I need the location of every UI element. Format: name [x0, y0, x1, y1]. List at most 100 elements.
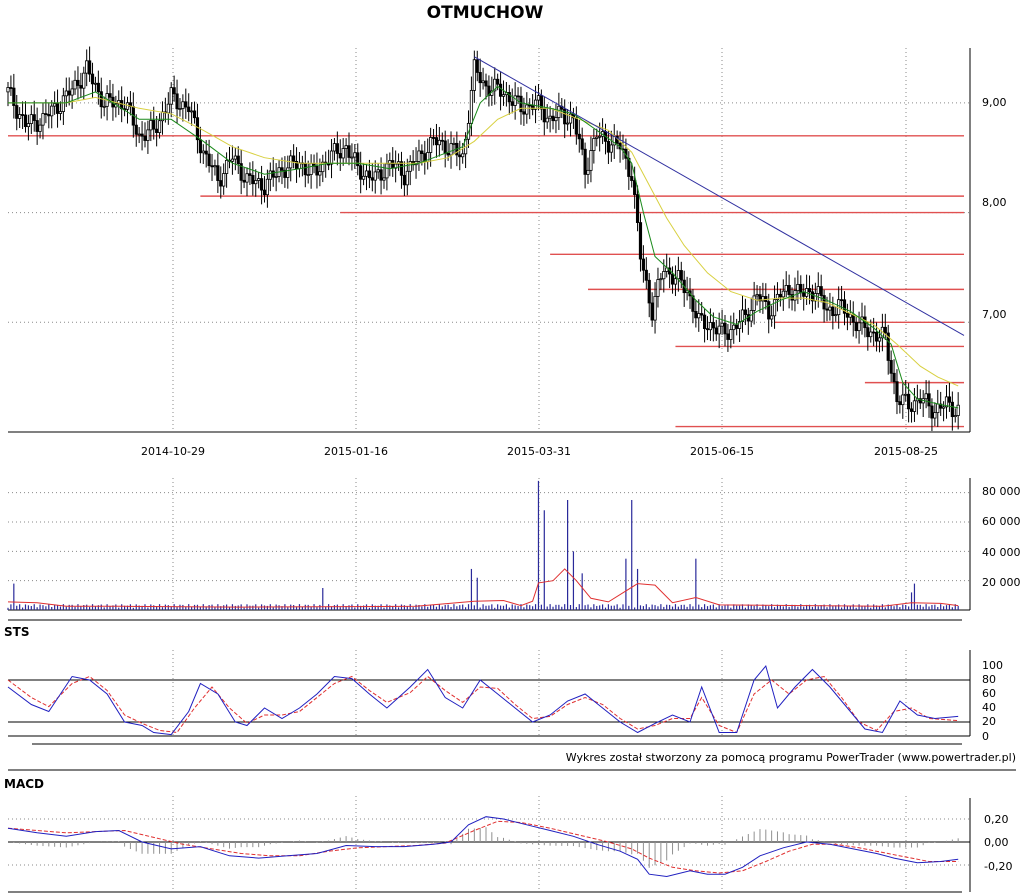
candle-body — [41, 113, 45, 126]
candle-body — [359, 165, 363, 180]
candle-body — [895, 381, 899, 403]
candle-body — [673, 278, 678, 285]
candle-body — [55, 103, 60, 114]
candle-body — [146, 129, 150, 141]
candle-body — [219, 180, 223, 187]
candle-body — [807, 288, 812, 293]
candle-body — [102, 105, 106, 108]
candle-body — [944, 396, 949, 408]
candle-body — [367, 170, 372, 179]
candle-body — [79, 85, 83, 89]
candle-body — [735, 324, 739, 329]
candle-body — [813, 293, 817, 302]
candle-body — [857, 322, 861, 332]
candle-body — [376, 169, 380, 173]
candle-body — [659, 278, 663, 281]
y-tick-9: 9,00 — [982, 96, 1007, 109]
candle-body — [408, 161, 412, 172]
macd-panel: MACD 0,20 0,00 -0,20 — [4, 777, 1012, 893]
sts-tick-80: 80 — [982, 673, 996, 686]
candle-body — [772, 299, 777, 317]
candle-body — [510, 101, 514, 106]
candle-body — [513, 95, 517, 106]
candle-body — [6, 87, 10, 93]
candle-body — [758, 294, 762, 302]
candle-body — [233, 155, 237, 160]
candle-body — [399, 161, 404, 176]
candle-body — [18, 114, 22, 119]
candle-body — [708, 322, 713, 331]
macd-tick-pos: 0,20 — [984, 813, 1009, 826]
candle-body — [321, 161, 325, 173]
candle-body — [137, 133, 141, 136]
candle-body — [726, 333, 730, 340]
candle-body — [350, 156, 354, 159]
candle-body — [912, 400, 917, 412]
candle-body — [274, 175, 278, 178]
candle-body — [394, 163, 398, 169]
candle-body — [175, 93, 179, 110]
candle-body — [918, 398, 922, 404]
candle-body — [251, 175, 255, 185]
candle-body — [781, 290, 785, 298]
candle-body — [700, 313, 704, 316]
candle-body — [676, 270, 680, 280]
candle-body — [778, 293, 782, 298]
candle-body — [679, 270, 683, 281]
candle-body — [437, 139, 441, 146]
candle-body — [248, 173, 252, 176]
candle-body — [825, 308, 829, 311]
candle-body — [633, 180, 637, 195]
candle-body — [691, 295, 695, 312]
candle-body — [195, 117, 200, 141]
candle-body — [936, 403, 940, 414]
candle-body — [370, 177, 374, 181]
candle-body — [662, 271, 666, 280]
macd-tick-neg: -0,20 — [984, 860, 1012, 873]
candle-body — [318, 171, 322, 176]
candle-body — [265, 178, 270, 196]
candle-body — [568, 113, 573, 124]
sts-panel: STS 100 80 60 40 20 0 Wykres został stwo… — [4, 625, 1016, 771]
candle-body — [872, 331, 876, 334]
candle-body — [647, 279, 651, 304]
candle-body — [239, 163, 243, 181]
candle-body — [128, 102, 133, 108]
moving-average-fast — [8, 85, 959, 409]
candle-body — [904, 393, 908, 396]
candle-body — [461, 153, 465, 158]
candle-body — [361, 175, 366, 180]
candle-body — [347, 145, 351, 158]
candle-body — [501, 94, 506, 97]
candle-body — [831, 306, 835, 317]
candle-body — [947, 396, 952, 403]
candle-body — [551, 115, 555, 122]
candle-body — [956, 404, 960, 416]
candle-body — [472, 59, 476, 91]
candle-body — [525, 104, 529, 115]
candle-body — [23, 114, 28, 128]
candle-body — [32, 114, 36, 121]
candle-body — [388, 160, 392, 165]
candle-body — [70, 88, 74, 96]
candle-body — [53, 103, 57, 107]
candle-body — [15, 105, 19, 119]
candle-body — [446, 152, 450, 156]
candle-body — [335, 143, 339, 154]
candle-body — [224, 159, 229, 174]
candle-body — [790, 294, 794, 301]
candle-body — [271, 170, 275, 178]
candle-body — [452, 142, 456, 145]
candle-body — [245, 173, 249, 183]
candle-body — [828, 306, 832, 311]
candle-body — [507, 92, 511, 103]
candle-body — [431, 137, 436, 139]
vol-tick-80000: 80 000 — [982, 485, 1021, 498]
candle-body — [230, 158, 235, 162]
candle-body — [242, 179, 246, 183]
candle-body — [262, 189, 267, 196]
sts-d-line — [7, 675, 959, 734]
candle-body — [545, 117, 549, 123]
candle-body — [711, 322, 715, 329]
